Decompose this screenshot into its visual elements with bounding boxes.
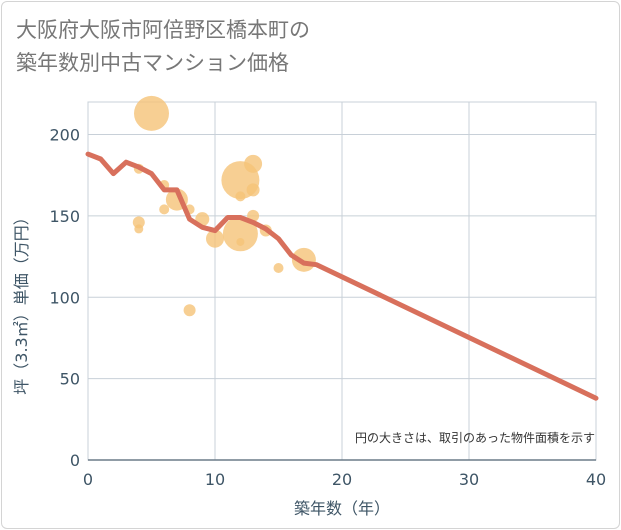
- bubble-point: [134, 224, 144, 234]
- x-tick-label: 10: [205, 470, 225, 489]
- y-tick-label: 50: [60, 370, 80, 389]
- bubble-point: [236, 237, 245, 246]
- y-tick-label: 150: [49, 207, 80, 226]
- bubbles: [132, 95, 316, 317]
- y-tick-label: 100: [49, 288, 80, 307]
- title-line-2: 築年数別中古マンション価格: [16, 51, 289, 75]
- y-tick-label: 0: [70, 451, 80, 470]
- x-tick-label: 0: [83, 470, 93, 489]
- x-tick-label: 40: [586, 470, 606, 489]
- bubble-point: [244, 154, 263, 173]
- x-tick-label: 20: [332, 470, 352, 489]
- bubble-point: [159, 204, 170, 215]
- bubble-point: [235, 191, 246, 202]
- size-note: 円の大きさは、取引のあった物件面積を示す: [355, 430, 595, 445]
- bubble-point: [183, 304, 196, 317]
- y-axis-label: 坪（3.3㎡）単価（万円）: [12, 209, 31, 394]
- y-tick-label: 200: [49, 126, 80, 145]
- grid: [87, 101, 597, 461]
- x-tick-label: 30: [459, 470, 479, 489]
- bubble-point: [132, 216, 145, 229]
- bubble-point: [134, 95, 169, 131]
- chart-title: 大阪府大阪市阿倍野区橋本町の 築年数別中古マンション価格: [16, 14, 310, 80]
- title-line-1: 大阪府大阪市阿倍野区橋本町の: [16, 18, 310, 42]
- series: [85, 151, 599, 401]
- trend-line: [85, 151, 599, 401]
- tick-labels: 0 50 100 150 200 0 10 20 30 40: [49, 126, 606, 489]
- bubble-point: [222, 216, 258, 252]
- bubble-point: [246, 183, 260, 197]
- bubble-point: [206, 229, 224, 248]
- bubble-point: [273, 262, 284, 273]
- x-axis-label: 築年数（年）: [294, 499, 390, 518]
